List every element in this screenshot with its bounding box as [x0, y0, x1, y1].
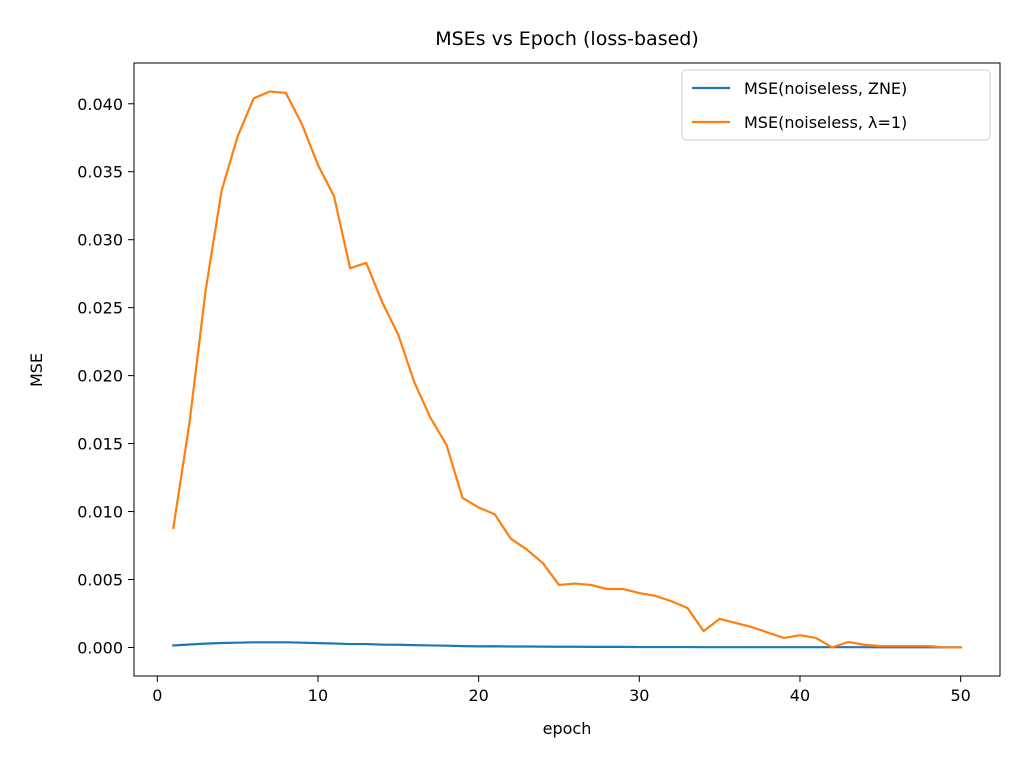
series-line-1 [172, 641, 962, 649]
y-tick-label: 0.015 [77, 435, 123, 454]
y-tick-label: 0.000 [77, 638, 123, 657]
y-axis-label: MSE [27, 353, 46, 387]
x-tick-label: 40 [790, 686, 810, 705]
plot-frame [133, 62, 1001, 677]
x-axis-label: epoch [543, 719, 592, 738]
y-tick-label: 0.005 [77, 570, 123, 589]
y-tick-label: 0.040 [77, 95, 123, 114]
y-tick-label: 0.020 [77, 367, 123, 386]
x-tick-label: 20 [468, 686, 488, 705]
legend-box [681, 69, 991, 141]
x-tick-label: 10 [308, 686, 328, 705]
y-tick-label: 0.035 [77, 163, 123, 182]
chart-title: MSEs vs Epoch (loss-based) [435, 28, 699, 50]
legend: MSE(noiseless, ZNE) MSE(noiseless, λ=1) [681, 69, 991, 141]
plot-area: 0 10 20 30 40 50 0.000 0.005 0.010 0.015 0.020 0.02… [77, 62, 1001, 705]
x-tick-label: 0 [152, 686, 162, 705]
legend-label-1: MSE(noiseless, ZNE) [744, 79, 907, 98]
x-tick-label: 30 [629, 686, 649, 705]
y-tick-label: 0.010 [77, 503, 123, 522]
y-tick-label: 0.025 [77, 299, 123, 318]
x-tick-label: 50 [950, 686, 970, 705]
legend-label-2: MSE(noiseless, λ=1) [744, 113, 907, 132]
series-line-2 [172, 90, 962, 649]
y-tick-label: 0.030 [77, 231, 123, 250]
